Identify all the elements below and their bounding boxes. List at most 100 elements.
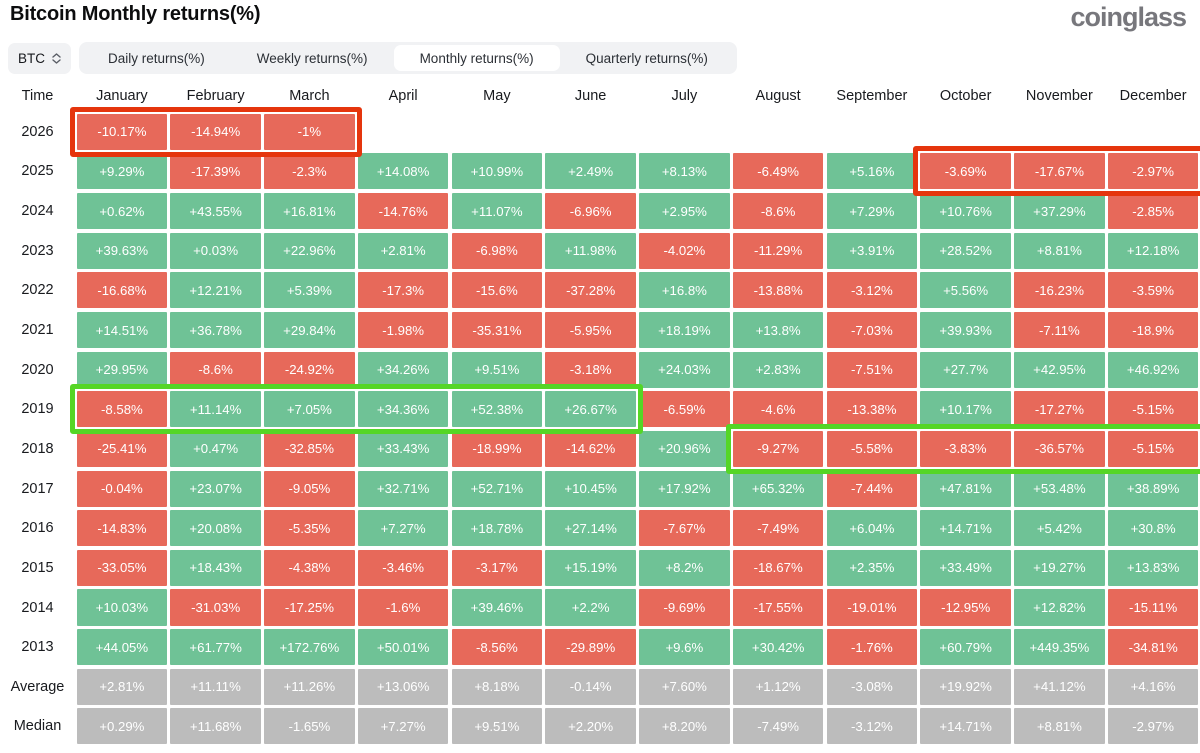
tab-quarterly-returns[interactable]: Quarterly returns(%) — [585, 50, 708, 66]
heatmap-cell: +12.82% — [1014, 589, 1105, 626]
heatmap-cell: -10.17% — [76, 113, 168, 150]
heatmap-cell: -5.95% — [545, 312, 636, 349]
tab-weekly-returns[interactable]: Weekly returns(%) — [256, 50, 368, 66]
heatmap-cell: +9.6% — [639, 629, 730, 666]
heatmap-cell: -3.69% — [920, 153, 1011, 190]
heatmap-cell: -9.69% — [639, 589, 730, 626]
table-row: 2019 -8.58% +11.14% +7.05% +34.36% +52.38% +26… — [0, 389, 1200, 429]
symbol-select[interactable]: BTC — [8, 42, 71, 74]
row-label: 2022 — [21, 282, 54, 299]
heatmap-cell: -18.99% — [451, 430, 543, 467]
heatmap-cell: +172.76% — [264, 629, 355, 666]
heatmap-cell — [639, 114, 730, 150]
heatmap-cell: +14.71% — [920, 510, 1011, 547]
heatmap-cell: +7.27% — [357, 510, 449, 547]
heatmap-cell: +5.39% — [264, 272, 355, 309]
heatmap-cell: -5.35% — [264, 510, 355, 547]
heatmap-cell: -5.15% — [1107, 430, 1199, 467]
table-row: 2026 -10.17% -14.94% -1% — [0, 112, 1200, 152]
column-header: September — [836, 88, 908, 104]
heatmap-cell: +12.21% — [170, 272, 261, 309]
heatmap-cell: +13.83% — [1107, 549, 1199, 586]
heatmap-cell: +28.52% — [920, 232, 1011, 269]
heatmap-cell: +11.11% — [170, 668, 261, 705]
table-row: 2017 -0.04% +23.07% -9.05% +32.71% +52.71% +10… — [0, 469, 1200, 509]
heatmap-cell: -17.55% — [732, 589, 824, 626]
heatmap-cell: +11.98% — [545, 232, 636, 269]
heatmap-cell: +4.16% — [1107, 668, 1199, 705]
heatmap-cell: -8.56% — [451, 629, 543, 666]
row-label: 2024 — [21, 203, 54, 220]
heatmap-cell: +44.05% — [76, 629, 168, 666]
heatmap-cell: +19.27% — [1014, 549, 1105, 586]
heatmap-cell: +3.91% — [826, 232, 918, 269]
row-label: Average — [10, 678, 65, 695]
heatmap-cell: -3.08% — [826, 668, 918, 705]
heatmap-cell: -18.67% — [732, 549, 824, 586]
heatmap-cell: -7.49% — [732, 510, 824, 547]
heatmap-cell: -17.27% — [1014, 391, 1105, 428]
heatmap-cell: -3.12% — [826, 272, 918, 309]
heatmap-cell: -2.97% — [1107, 153, 1199, 190]
heatmap-cell: +2.35% — [826, 549, 918, 586]
heatmap-cell: +36.78% — [170, 312, 261, 349]
column-header: November — [1025, 88, 1093, 104]
heatmap-cell: +2.2% — [545, 589, 636, 626]
heatmap-cell: +11.26% — [264, 668, 355, 705]
heatmap-cell: +11.14% — [170, 391, 261, 428]
row-label: 2019 — [21, 401, 54, 418]
column-header: October — [939, 88, 992, 104]
heatmap-cell: +42.95% — [1014, 351, 1105, 388]
heatmap-cell: -3.17% — [451, 549, 543, 586]
heatmap-cell: -34.81% — [1107, 629, 1199, 666]
returns-period-tabs: Daily returns(%) Weekly returns(%) Month… — [79, 42, 737, 74]
heatmap-cell: -7.49% — [732, 708, 824, 745]
heatmap-cell: +19.92% — [920, 668, 1011, 705]
heatmap-cell: +34.36% — [357, 391, 449, 428]
heatmap-cell: -5.58% — [826, 430, 918, 467]
table-row: 2014 +10.03% -31.03% -17.25% -1.6% +39.46% +2.… — [0, 588, 1200, 628]
heatmap-cell: -15.6% — [451, 272, 543, 309]
heatmap-cell: -1.76% — [826, 629, 918, 666]
heatmap-cell: +50.01% — [357, 629, 449, 666]
heatmap-cell: -29.89% — [545, 629, 636, 666]
heatmap-cell: +16.81% — [264, 193, 355, 230]
heatmap-cell: +7.29% — [826, 193, 918, 230]
row-label: 2014 — [21, 599, 54, 616]
heatmap-cell: +5.42% — [1014, 510, 1105, 547]
table-row: 2024 +0.62% +43.55% +16.81% -14.76% +11.07% -6… — [0, 191, 1200, 231]
heatmap-cell: +23.07% — [170, 470, 261, 507]
tab-daily-returns[interactable]: Daily returns(%) — [108, 50, 205, 66]
heatmap-cell — [920, 114, 1011, 150]
heatmap-cell: +17.92% — [639, 470, 730, 507]
column-header-row: Time January February March April May June July… — [0, 80, 1200, 112]
heatmap-cell: +9.51% — [451, 351, 543, 388]
heatmap-cell: +14.71% — [920, 708, 1011, 745]
table-row: Average +2.81% +11.11% +11.26% +13.06% +8.18%… — [0, 667, 1200, 707]
heatmap-cell: +0.29% — [76, 708, 168, 745]
row-label: 2023 — [21, 242, 54, 259]
heatmap-cell: +13.8% — [732, 312, 824, 349]
heatmap-cell: -18.9% — [1107, 312, 1199, 349]
row-label: 2017 — [21, 480, 54, 497]
column-header: June — [574, 88, 607, 104]
heatmap-cell: +39.46% — [451, 589, 543, 626]
heatmap-cell: -7.67% — [639, 510, 730, 547]
monthly-returns-heatmap: Time January February March April May June July… — [0, 80, 1200, 746]
heatmap-cell: +10.03% — [76, 589, 168, 626]
heatmap-cell — [733, 114, 824, 150]
heatmap-cell: +47.81% — [920, 470, 1011, 507]
tab-monthly-returns[interactable]: Monthly returns(%) — [393, 45, 560, 71]
heatmap-cell: -3.18% — [545, 351, 636, 388]
heatmap-cell: +18.78% — [451, 510, 543, 547]
heatmap-cell: +2.49% — [545, 153, 636, 190]
table-row: 2015 -33.05% +18.43% -4.38% -3.46% -3.17% +15.… — [0, 548, 1200, 588]
heatmap-cell: +8.81% — [1014, 232, 1105, 269]
heatmap-cell: -11.29% — [732, 232, 824, 269]
row-label: 2018 — [21, 440, 54, 457]
heatmap-cell: +9.51% — [451, 708, 543, 745]
heatmap-cell: +11.68% — [170, 708, 261, 745]
heatmap-cell: -2.3% — [264, 153, 355, 190]
heatmap-cell: +30.8% — [1107, 510, 1199, 547]
heatmap-cell: +8.13% — [639, 153, 730, 190]
